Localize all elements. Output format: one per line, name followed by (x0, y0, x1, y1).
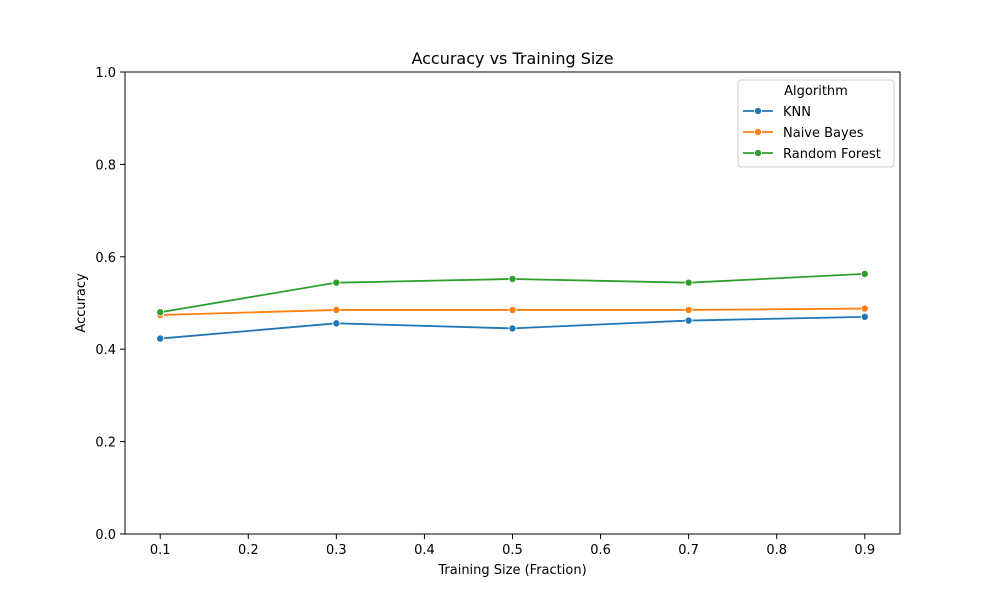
x-tick-label: 0.1 (150, 543, 171, 558)
y-tick-label: 1.0 (95, 66, 116, 81)
legend-label: Random Forest (783, 147, 881, 162)
x-tick-label: 0.4 (414, 543, 435, 558)
data-point-knn (684, 316, 693, 325)
axis-ticks: 0.1 0.2 0.3 0.4 0.5 0.6 0.7 0.8 0.9 0.0 0.2 0.4 0.6 0… (95, 66, 875, 558)
data-point-random-forest (684, 278, 693, 287)
legend-title: Algorithm (784, 84, 848, 99)
data-point-naive-bayes (684, 305, 693, 314)
legend-marker (754, 127, 763, 136)
legend-box (737, 79, 895, 168)
x-tick-label: 0.7 (678, 543, 699, 558)
legend-item-naive-bayes: Naive Bayes (743, 126, 864, 141)
y-tick-label: 0.6 (95, 251, 116, 266)
data-point-knn (332, 319, 341, 328)
series-knn (156, 312, 869, 343)
data-point-random-forest (508, 274, 517, 283)
x-tick-label: 0.5 (502, 543, 523, 558)
data-point-knn (156, 334, 165, 343)
data-point-knn (508, 324, 517, 333)
legend-marker (754, 107, 763, 116)
y-tick-label: 0.2 (95, 436, 116, 451)
legend-item-knn: KNN (743, 105, 811, 120)
x-tick-label: 0.9 (854, 543, 875, 558)
series-random-forest (156, 269, 869, 317)
legend-marker (754, 148, 763, 157)
x-tick-label: 0.6 (590, 543, 611, 558)
y-axis-label: Accuracy (74, 273, 89, 333)
plot-frame (124, 71, 901, 535)
data-point-random-forest (156, 308, 165, 317)
y-tick-label: 0.8 (95, 158, 116, 173)
legend-label: Naive Bayes (783, 126, 864, 141)
data-point-random-forest (332, 278, 341, 287)
legend-items: KNN Naive Bayes Random Forest (743, 105, 881, 162)
data-point-naive-bayes (332, 305, 341, 314)
data-point-naive-bayes (508, 305, 517, 314)
series-lines (156, 269, 869, 343)
legend-item-random-forest: Random Forest (743, 147, 881, 162)
x-tick-label: 0.3 (326, 543, 347, 558)
data-point-knn (860, 312, 869, 321)
y-tick-label: 0.4 (95, 343, 116, 358)
legend: Algorithm KNN Naive Bayes Random Forest (737, 79, 895, 168)
x-tick-label: 0.8 (766, 543, 787, 558)
chart-title: Accuracy vs Training Size (411, 49, 613, 68)
y-tick-label: 0.0 (95, 528, 116, 543)
data-point-naive-bayes (860, 304, 869, 313)
x-tick-label: 0.2 (238, 543, 259, 558)
legend-label: KNN (783, 105, 811, 120)
x-axis-label: Training Size (Fraction) (437, 563, 586, 578)
data-point-random-forest (860, 269, 869, 278)
